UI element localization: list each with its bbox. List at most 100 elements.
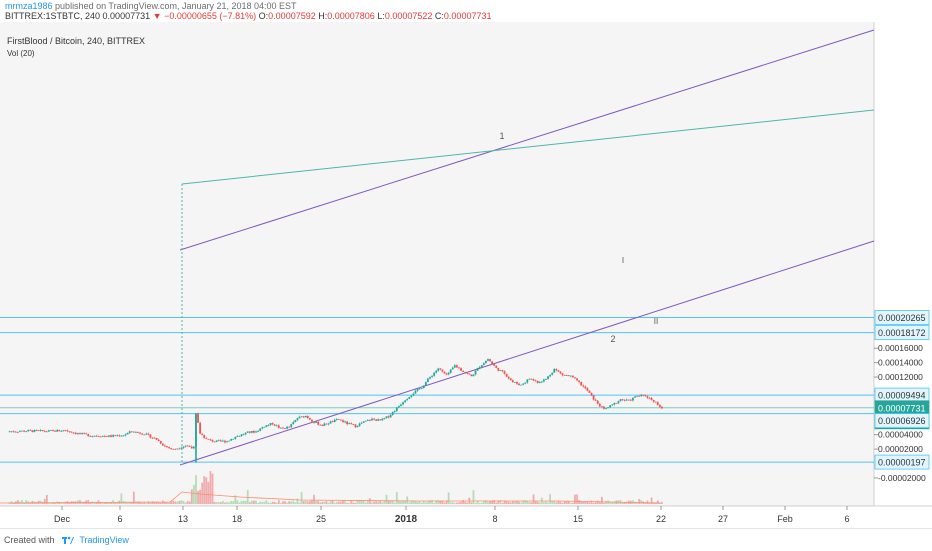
volume-indicator-label: Vol (20) [7,49,35,58]
candle-body [151,437,154,439]
volume-bar [60,502,63,504]
candle-body [157,439,160,442]
candle-body [400,404,402,407]
candle-body [588,390,591,393]
volume-bar [267,502,270,504]
candle-body [528,378,531,380]
volume-bar [250,500,253,504]
volume-bar [416,502,419,504]
candle-body [565,375,568,376]
volume-bar [542,502,545,504]
candle-body [141,433,144,435]
candle-body [356,426,359,428]
chart-container[interactable]: 1 2 I II 0.00016000 0.00014000 0.00012000 0… [0,22,932,528]
price-chart[interactable]: 1 2 I II 0.000160000.000140000.000120000… [0,22,932,528]
candle-body [420,388,423,389]
channel-lower-line[interactable] [179,240,875,466]
volume-bar [279,502,282,504]
candle-body [211,439,214,442]
candle-body [97,436,100,437]
volume-bar [513,501,516,504]
candle-body [422,385,425,389]
volume-bar [79,500,81,504]
candle-body [524,382,527,384]
candle-body [315,421,317,423]
volume-bar [244,500,247,504]
candles-layer [8,358,663,463]
candle-body [576,378,578,381]
volume-bar [437,500,440,504]
volume-bar [462,500,465,504]
candle-body [219,440,222,442]
volume-bar [555,502,558,504]
time-tick-label: 8 [492,514,497,524]
candle-body [551,372,554,375]
volume-bar [613,501,616,504]
horizontal-levels-layer [0,316,874,463]
candle-body [168,447,170,448]
volume-bar [451,502,454,504]
volume-bar [505,501,508,504]
volume-bar [563,501,566,504]
candle-body [497,367,500,371]
volume-bar [456,502,458,504]
volume-bar [87,500,90,504]
candle-body [294,420,297,422]
volume-bar [549,494,552,504]
close-label: C: [434,11,444,21]
author-link[interactable]: mrmza1986 [5,1,53,11]
channel-upper-line[interactable] [179,29,875,251]
candle-body [236,436,239,437]
volume-bar [342,500,344,504]
volume-bar [230,500,233,504]
volume-bar [503,500,506,504]
candle-body [128,431,131,433]
volume-bar [621,502,624,504]
price-change: −0.00000655 (−7.81%) [164,11,257,21]
volume-bar [646,500,649,504]
candle-body [277,425,280,428]
volume-bar [449,502,452,504]
candle-body [489,359,491,362]
volume-bar [588,502,591,504]
candle-body [45,431,48,433]
volume-bar [522,500,525,504]
volume-bar [402,500,404,504]
price-label-text: 0.00020265 [878,313,926,323]
candle-body [613,403,616,405]
candle-body [592,395,595,400]
volume-bar [458,502,460,504]
volume-bar [499,500,502,504]
candle-body [87,434,90,437]
volume-bar [346,502,349,504]
volume-bar [648,502,651,504]
candle-body [623,399,626,401]
candle-body [199,422,202,434]
candle-body [91,435,94,437]
candle-body [561,373,564,376]
candle-body [337,419,340,421]
trend-line[interactable] [181,109,875,185]
volume-bar [37,500,40,504]
volume-bar [511,501,514,504]
volume-bar [501,502,504,504]
price-label-text: 0.00007731 [878,403,926,413]
candle-body [186,445,189,447]
candle-body [658,404,661,407]
high-value: 0.00007806 [327,11,375,21]
candle-body [385,416,388,419]
candle-body [410,395,413,398]
candle-body [296,418,299,421]
volume-bar [464,501,467,504]
candle-body [288,426,291,428]
symbol-quote-line: BITTREX:1STBTC, 240 0.00007731 ▼ −0.0000… [5,11,491,21]
volume-bar [375,501,378,504]
volume-bar [406,496,409,504]
candle-body [582,385,585,387]
volume-bar [559,501,562,504]
volume-bar [509,502,512,504]
candle-body [21,430,23,432]
created-with-text: Created with [4,535,55,545]
tradingview-brand[interactable]: TradingView [79,535,129,545]
candle-body [108,435,110,437]
